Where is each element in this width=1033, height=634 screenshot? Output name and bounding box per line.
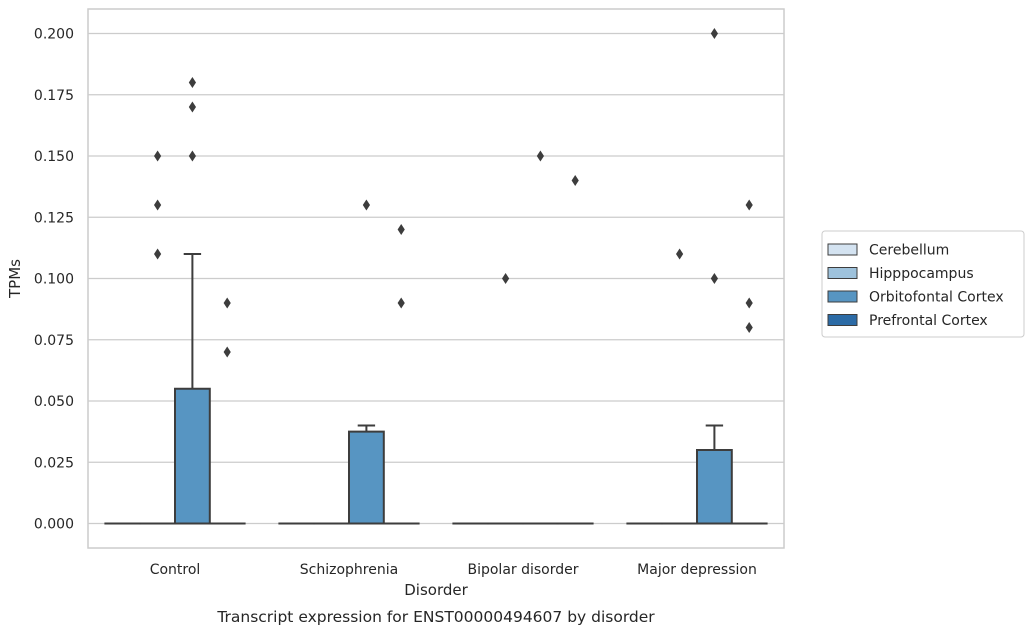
- x-tick-labels: Control Schizophrenia Bipolar disorder Majo…: [150, 562, 757, 578]
- y-tick-label: 0.125: [34, 210, 74, 226]
- y-tick-label: 0.200: [34, 27, 74, 43]
- outlier-point: [397, 224, 405, 235]
- legend-frame: [821, 230, 1025, 338]
- outlier-point: [223, 346, 231, 358]
- legend-label: Hipppocampus: [869, 266, 974, 282]
- outlier-point: [571, 175, 579, 186]
- legend-swatch: [827, 243, 858, 256]
- outlier-point: [362, 199, 370, 211]
- outlier-point: [223, 297, 231, 309]
- y-tick-label: 0.075: [34, 333, 74, 349]
- outlier-point: [154, 248, 162, 260]
- legend-label: Orbitofontal Cortex: [869, 290, 1004, 306]
- legend-swatch: [827, 290, 858, 303]
- outlier-point: [536, 150, 544, 162]
- y-tick-label: 0.150: [34, 149, 74, 165]
- y-tick-label: 0.100: [34, 272, 74, 288]
- box: [696, 449, 733, 525]
- legend-label: Cerebellum: [869, 243, 949, 259]
- outlier-point: [154, 199, 162, 211]
- y-tick-label: 0.175: [34, 88, 74, 104]
- outlier-point: [710, 28, 718, 39]
- y-axis-label: TPMs: [6, 259, 24, 299]
- outlier-point: [188, 77, 196, 88]
- x-tick-label: Schizophrenia: [300, 562, 398, 578]
- y-tick-label: 0.025: [34, 455, 74, 471]
- y-tick-label: 0.050: [34, 394, 74, 410]
- outlier-point: [154, 150, 162, 162]
- outlier-point: [188, 150, 196, 162]
- outlier-point: [397, 297, 405, 309]
- y-tick-label: 0.000: [34, 517, 74, 533]
- plot-frame: [87, 8, 785, 549]
- outlier-point: [710, 273, 718, 284]
- outlier-point: [676, 248, 684, 260]
- legend-swatch: [827, 267, 858, 279]
- outlier-point: [745, 297, 753, 309]
- chart-title: Transcript expression for ENST0000049460…: [216, 608, 655, 626]
- outlier-point: [745, 199, 753, 211]
- boxes: [104, 253, 768, 525]
- y-tick-labels: 0.000 0.025 0.050 0.075 0.100 0.125 0.150 0.175…: [34, 27, 74, 533]
- outliers: [154, 28, 753, 358]
- outlier-point: [745, 322, 753, 333]
- x-axis-label: Disorder: [404, 581, 468, 599]
- legend-swatch: [827, 314, 858, 326]
- x-tick-label: Control: [150, 562, 201, 578]
- outlier-point: [502, 273, 510, 284]
- legend: Cerebellum Hipppocampus Orbitofontal Corte…: [821, 230, 1025, 338]
- box: [174, 387, 211, 525]
- legend-label: Prefrontal Cortex: [869, 313, 988, 329]
- x-tick-label: Major depression: [637, 562, 757, 578]
- x-tick-label: Bipolar disorder: [467, 562, 578, 578]
- box: [348, 430, 385, 525]
- outlier-point: [188, 101, 196, 113]
